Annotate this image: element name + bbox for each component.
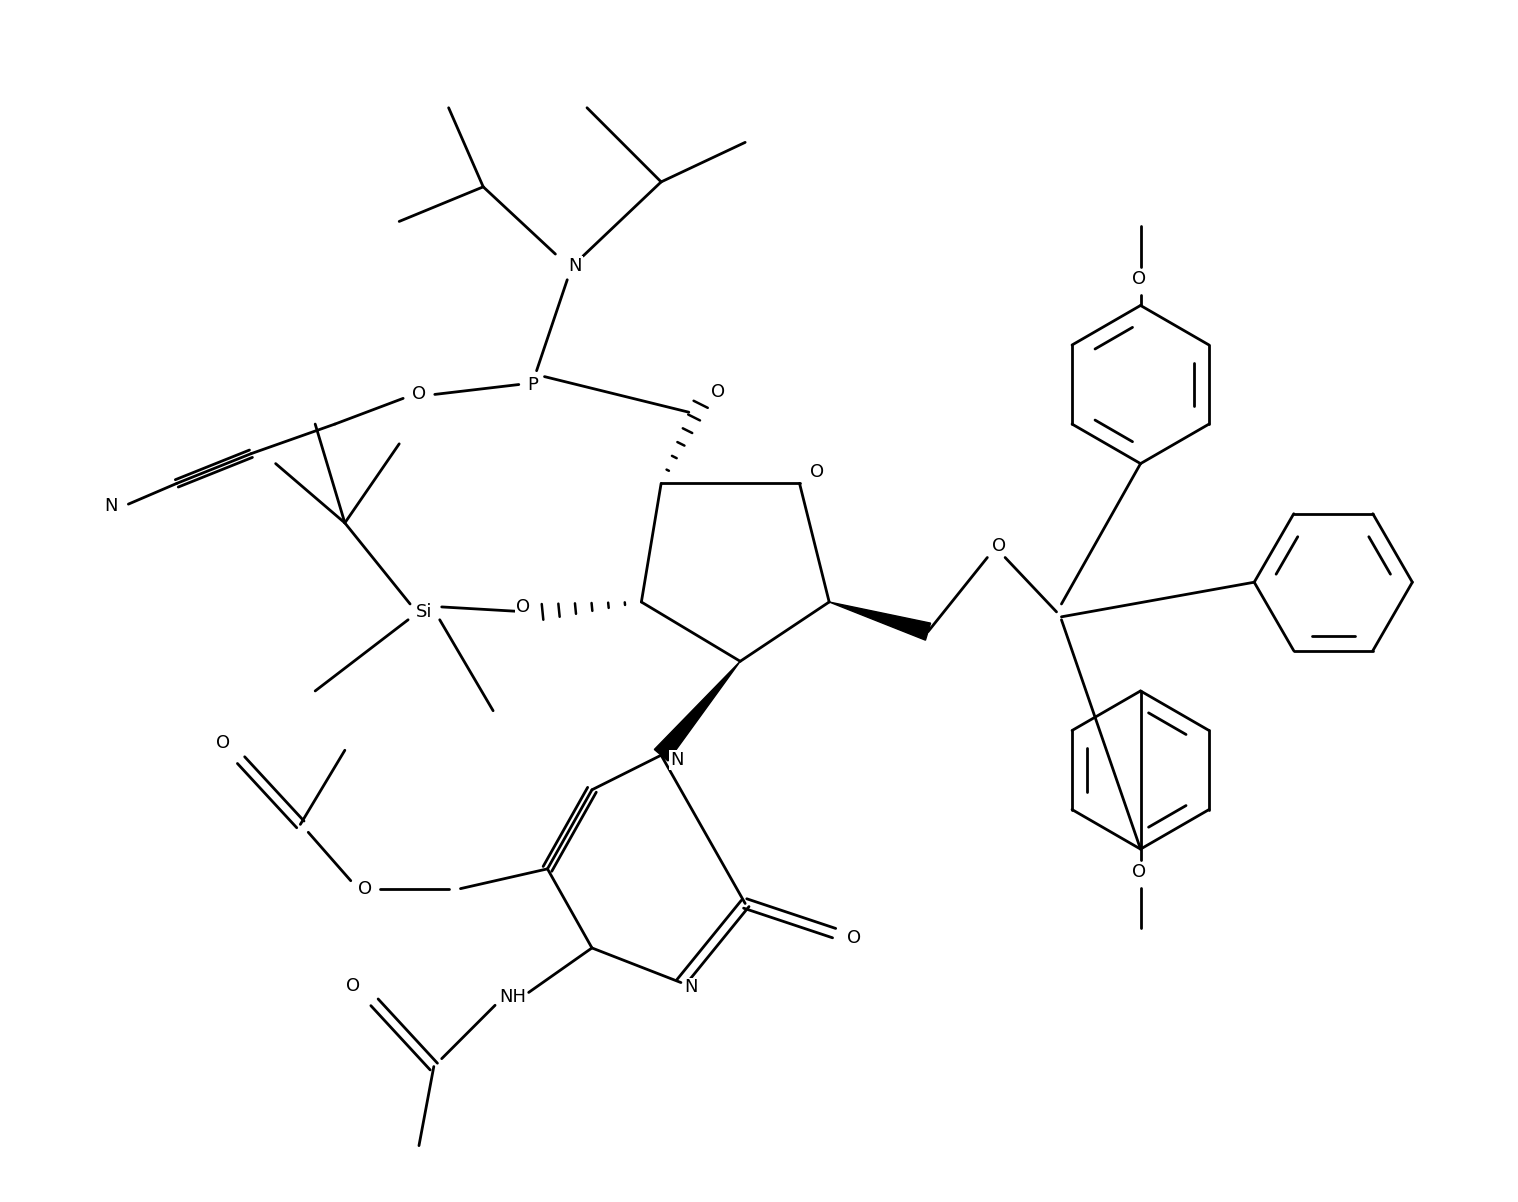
Text: O: O [516,597,530,615]
Text: O: O [411,386,427,404]
Text: O: O [811,463,824,481]
Text: NH: NH [499,988,527,1006]
Text: O: O [1134,272,1148,290]
Text: N: N [568,257,581,275]
Text: O: O [216,734,231,752]
Text: O: O [1131,269,1146,287]
Text: O: O [358,880,372,898]
Text: O: O [1134,864,1148,882]
Polygon shape [654,661,741,761]
Text: N: N [671,751,683,769]
Text: O: O [993,536,1006,554]
Text: N: N [685,978,698,996]
Text: O: O [847,929,861,947]
Text: O: O [712,383,726,401]
Text: N: N [103,498,117,516]
Polygon shape [829,602,931,641]
Text: O: O [346,976,360,994]
Text: O: O [1131,863,1146,881]
Text: Si: Si [416,603,433,621]
Text: P: P [527,375,537,393]
